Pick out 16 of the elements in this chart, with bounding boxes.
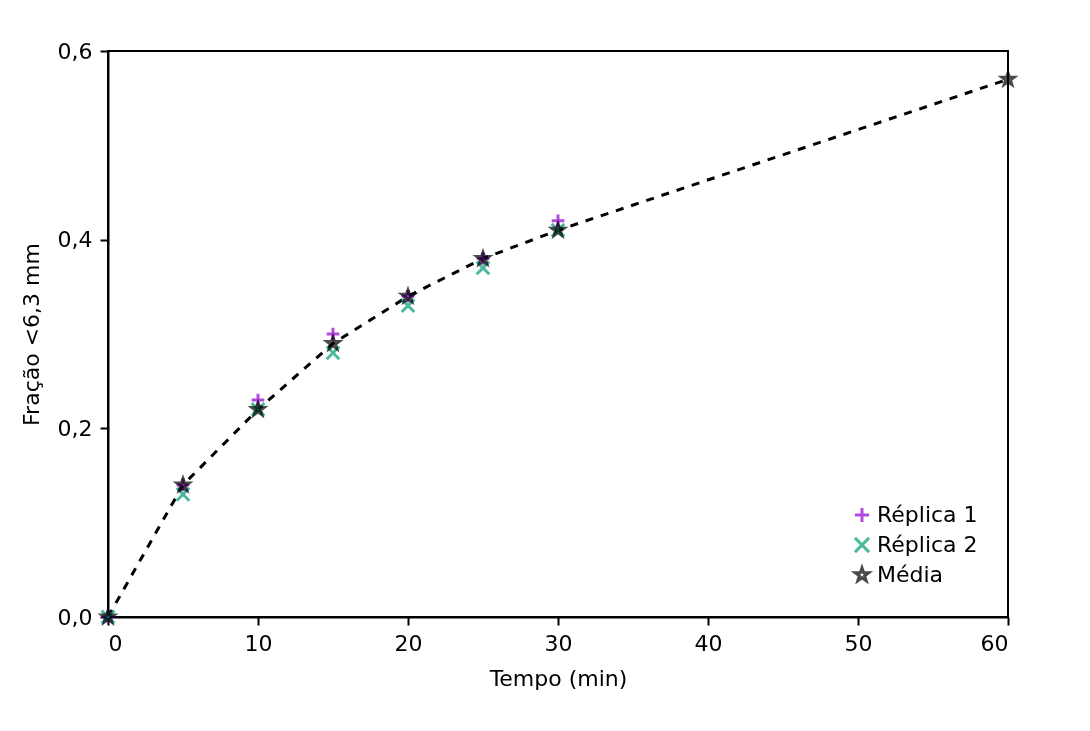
- x-tick-label: 30: [544, 630, 573, 656]
- y-tick-label: 0,0: [57, 604, 93, 630]
- x-tick-label: 50: [844, 630, 873, 656]
- x-tick-label: 10: [244, 630, 273, 656]
- y-tick-label: 0,4: [57, 227, 93, 253]
- legend-label: Réplica 1: [877, 502, 978, 527]
- y-axis-title: Fração <6,3 mm: [18, 243, 44, 426]
- y-tick-label: 0,6: [57, 38, 93, 64]
- legend-label: Réplica 2: [877, 532, 978, 557]
- legend-label: Média: [877, 562, 944, 587]
- x-tick-label: 0: [108, 630, 123, 656]
- y-tick-label: 0,2: [57, 415, 93, 441]
- x-tick-label: 40: [694, 630, 723, 656]
- x-tick-label: 60: [980, 630, 1009, 656]
- x-axis-title: Tempo (min): [488, 665, 628, 691]
- x-tick-label: 20: [394, 630, 423, 656]
